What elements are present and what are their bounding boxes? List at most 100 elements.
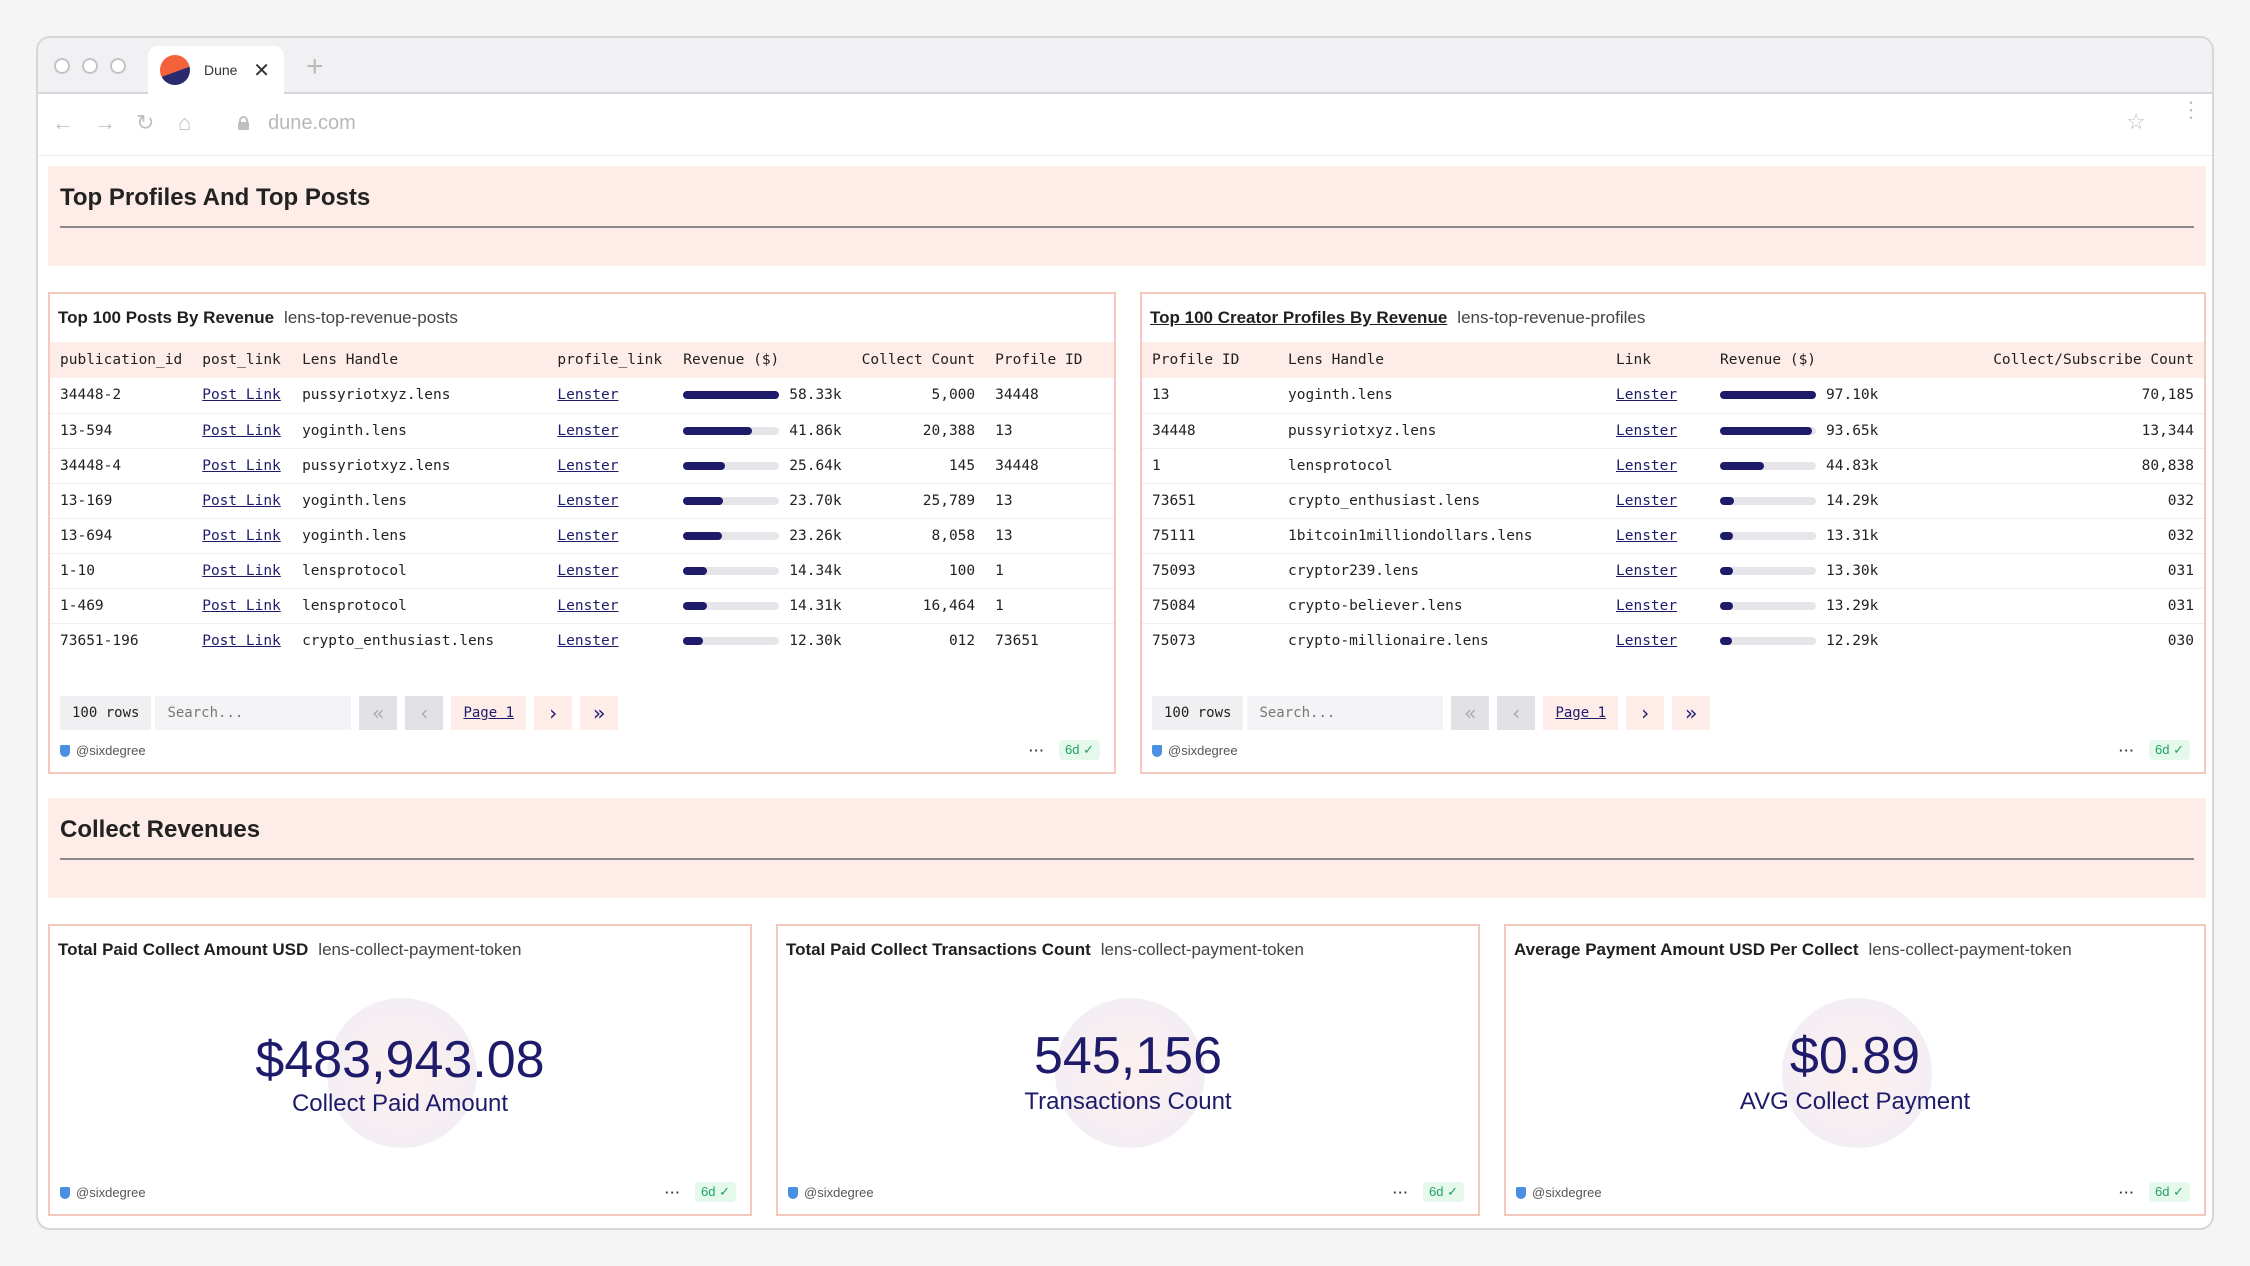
- more-options-icon[interactable]: ···: [1393, 1184, 1410, 1200]
- profiles-table-scroll[interactable]: Profile ID Lens Handle Link Revenue ($) …: [1142, 342, 2204, 658]
- column-header[interactable]: Revenue ($): [1720, 352, 1817, 368]
- query-name[interactable]: lens-top-revenue-profiles: [1457, 308, 1646, 327]
- home-icon[interactable]: ⌂: [178, 110, 192, 135]
- lenster-link[interactable]: Lenster: [1616, 527, 1678, 544]
- revenue-bar: [683, 601, 780, 610]
- section-collect-revenues: Collect Revenues: [48, 798, 2206, 898]
- publication-id: 1-10: [50, 553, 193, 589]
- forward-icon[interactable]: →: [94, 110, 116, 135]
- lenster-link-cell: Lenster: [1606, 588, 1710, 624]
- query-name[interactable]: lens-collect-payment-token: [1100, 940, 1304, 959]
- author-link[interactable]: @sixdegree: [1516, 1185, 1602, 1200]
- lenster-link[interactable]: Lenster: [1616, 632, 1678, 649]
- first-page-icon[interactable]: «: [359, 696, 398, 730]
- post-link[interactable]: Post Link: [202, 562, 281, 579]
- back-icon[interactable]: ←: [52, 110, 74, 135]
- publication-id: 13-694: [50, 518, 193, 554]
- more-options-icon[interactable]: ···: [1029, 742, 1046, 758]
- card-title[interactable]: Total Paid Collect Amount USD: [58, 940, 309, 959]
- profile-link[interactable]: Lenster: [557, 387, 619, 404]
- profile-link[interactable]: Lenster: [557, 562, 619, 579]
- column-header[interactable]: profile_link: [557, 352, 663, 368]
- prev-page-icon[interactable]: ‹: [1497, 696, 1536, 730]
- table-search-input[interactable]: Search...: [155, 696, 352, 730]
- column-header[interactable]: Revenue ($): [683, 352, 780, 368]
- author-link[interactable]: @sixdegree: [788, 1185, 874, 1200]
- page-number[interactable]: Page 1: [1543, 696, 1619, 730]
- column-header[interactable]: Lens Handle: [1288, 352, 1385, 368]
- next-page-icon[interactable]: ›: [1626, 696, 1665, 730]
- posts-table-scroll[interactable]: publication_id post_link Lens Handle pro…: [50, 342, 1114, 658]
- post-link[interactable]: Post Link: [202, 492, 281, 509]
- query-name[interactable]: lens-top-revenue-posts: [284, 308, 458, 327]
- table-header-row: Profile ID Lens Handle Link Revenue ($) …: [1142, 342, 2204, 378]
- profile-link[interactable]: Lenster: [557, 527, 619, 544]
- next-page-icon[interactable]: ›: [534, 696, 573, 730]
- lens-handle: pussyriotxyz.lens: [292, 378, 548, 414]
- table-search-input[interactable]: Search...: [1247, 696, 1444, 730]
- query-name[interactable]: lens-collect-payment-token: [1868, 940, 2072, 959]
- window-maximize-dot[interactable]: [110, 58, 126, 74]
- lenster-link[interactable]: Lenster: [1616, 422, 1678, 439]
- bookmark-star-icon[interactable]: ☆: [2126, 109, 2146, 134]
- column-header[interactable]: Collect Count: [861, 352, 976, 368]
- more-options-icon[interactable]: ···: [665, 1184, 682, 1200]
- verified-shield-icon: [1516, 1186, 1526, 1199]
- card-title[interactable]: Total Paid Collect Transactions Count: [786, 940, 1091, 959]
- lenster-link[interactable]: Lenster: [1616, 387, 1678, 404]
- card-title[interactable]: Top 100 Creator Profiles By Revenue: [1150, 308, 1448, 327]
- revenue-bar-fill: [1720, 531, 1734, 540]
- window-minimize-dot[interactable]: [82, 58, 98, 74]
- last-page-icon[interactable]: »: [1672, 696, 1711, 730]
- lenster-link[interactable]: Lenster: [1616, 597, 1678, 614]
- author-link[interactable]: @sixdegree: [1152, 743, 1238, 758]
- profile-link[interactable]: Lenster: [557, 422, 619, 439]
- card-title[interactable]: Average Payment Amount USD Per Collect: [1514, 940, 1859, 959]
- lenster-link[interactable]: Lenster: [1616, 457, 1678, 474]
- new-tab-icon[interactable]: +: [306, 50, 324, 83]
- browser-menu-icon[interactable]: ⋮: [2180, 97, 2202, 122]
- column-header[interactable]: Profile ID: [1152, 352, 1240, 368]
- window-close-dot[interactable]: [54, 58, 70, 74]
- column-header[interactable]: Collect/Subscribe Count: [1993, 352, 2194, 368]
- column-header[interactable]: publication_id: [60, 352, 183, 368]
- more-options-icon[interactable]: ···: [2119, 1184, 2136, 1200]
- revenue-bar-fill: [683, 636, 704, 645]
- page-number[interactable]: Page 1: [451, 696, 527, 730]
- profile-link[interactable]: Lenster: [557, 457, 619, 474]
- close-icon[interactable]: ✕: [253, 60, 270, 82]
- post-link[interactable]: Post Link: [202, 457, 281, 474]
- profile-link[interactable]: Lenster: [557, 632, 619, 649]
- more-options-icon[interactable]: ···: [2119, 742, 2136, 758]
- lenster-link-cell: Lenster: [1606, 448, 1710, 484]
- profile-link[interactable]: Lenster: [557, 492, 619, 509]
- column-header[interactable]: Profile ID: [995, 352, 1083, 368]
- address-bar[interactable]: dune.com: [268, 112, 356, 134]
- refresh-age-badge[interactable]: 6d ✓: [695, 1182, 736, 1202]
- lenster-link[interactable]: Lenster: [1616, 492, 1678, 509]
- browser-tab[interactable]: Dune ✕: [148, 46, 284, 94]
- post-link[interactable]: Post Link: [202, 632, 281, 649]
- author-link[interactable]: @sixdegree: [60, 743, 146, 758]
- revenue-bar-fill: [683, 391, 780, 400]
- last-page-icon[interactable]: »: [580, 696, 619, 730]
- post-link[interactable]: Post Link: [202, 527, 281, 544]
- post-link[interactable]: Post Link: [202, 387, 281, 404]
- prev-page-icon[interactable]: ‹: [405, 696, 444, 730]
- refresh-age-badge[interactable]: 6d ✓: [2149, 740, 2190, 760]
- column-header[interactable]: Link: [1616, 352, 1651, 368]
- query-name[interactable]: lens-collect-payment-token: [318, 940, 522, 959]
- refresh-age-badge[interactable]: 6d ✓: [1059, 740, 1100, 760]
- reload-icon[interactable]: ↻: [136, 110, 155, 135]
- profile-link[interactable]: Lenster: [557, 597, 619, 614]
- column-header[interactable]: post_link: [202, 352, 281, 368]
- refresh-age-badge[interactable]: 6d ✓: [2149, 1182, 2190, 1202]
- post-link[interactable]: Post Link: [202, 422, 281, 439]
- author-link[interactable]: @sixdegree: [60, 1185, 146, 1200]
- lenster-link[interactable]: Lenster: [1616, 562, 1678, 579]
- refresh-age-badge[interactable]: 6d ✓: [1423, 1182, 1464, 1202]
- card-title[interactable]: Top 100 Posts By Revenue: [58, 308, 275, 327]
- post-link[interactable]: Post Link: [202, 597, 281, 614]
- column-header[interactable]: Lens Handle: [302, 352, 399, 368]
- first-page-icon[interactable]: «: [1451, 696, 1490, 730]
